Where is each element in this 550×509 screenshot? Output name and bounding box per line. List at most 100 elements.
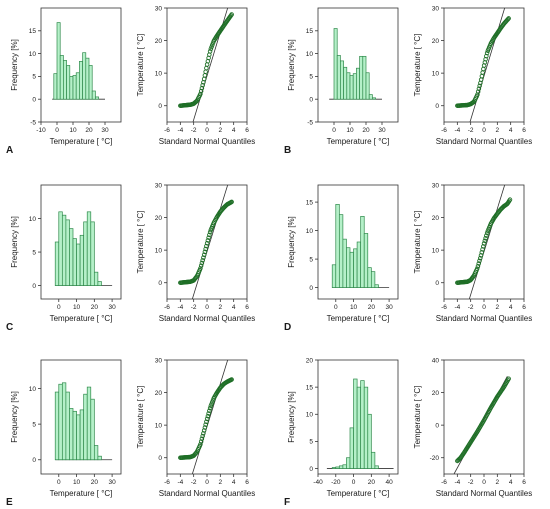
histogram-bar [343, 66, 348, 100]
qq-point [481, 241, 487, 246]
panel-f-histogram: -40 -20 0 20 40 0 5 10 15 20 Temperature [ °C] Freq… [287, 357, 399, 498]
histogram-bar [353, 248, 358, 288]
histogram-bar [93, 445, 99, 461]
panel-letter-a: A [6, 145, 13, 156]
histogram-bar [79, 234, 85, 286]
x-axis-label: Temperature [ °C] [327, 489, 390, 498]
histogram-bar [349, 75, 354, 100]
x-axis-label: Temperature [ °C] [50, 314, 113, 323]
qq-point [207, 408, 212, 414]
histogram-bar [85, 57, 90, 100]
y-tick-label: 10 [29, 386, 37, 393]
plot-frame [40, 184, 122, 300]
x-tick-label: 20 [85, 127, 93, 134]
y-tick-label: 10 [155, 70, 163, 77]
histogram-bar [95, 96, 99, 100]
y-tick-label: 30 [432, 5, 440, 12]
histogram-bar [356, 67, 360, 100]
x-tick-label: -2 [468, 479, 474, 486]
y-tick-label: 0 [309, 285, 313, 292]
histogram-bar [349, 251, 354, 288]
qq-point [475, 92, 480, 97]
qq-plot-marks [455, 185, 513, 299]
histogram-bar [93, 271, 99, 286]
x-tick-label: 6 [522, 479, 526, 486]
histogram-bar [65, 391, 70, 461]
qq-point [207, 49, 213, 54]
qq-point [203, 69, 208, 74]
x-tick-label: 30 [101, 127, 109, 134]
x-tick-label: 10 [73, 479, 81, 486]
y-tick-label: 0 [435, 280, 439, 287]
qq-point [198, 442, 203, 447]
histogram-bar [365, 72, 370, 100]
histogram-bar [97, 281, 102, 286]
y-tick-label: 10 [306, 412, 314, 419]
qq-point [201, 252, 207, 258]
histogram-bar [335, 466, 340, 469]
x-tick-label: 2 [219, 304, 223, 311]
histogram-marks [331, 204, 390, 289]
histogram-bar [65, 219, 70, 286]
qq-point [207, 232, 212, 238]
x-tick-label: 6 [245, 304, 249, 311]
y-tick-label: 15 [306, 28, 314, 35]
y-tick-label: 10 [155, 422, 163, 429]
histogram-bar [331, 467, 337, 469]
qq-point [204, 240, 210, 246]
x-axis-label: Standard Normal Quantiles [436, 314, 533, 323]
y-tick-label: -20 [430, 455, 440, 462]
y-tick-label: 10 [29, 216, 37, 223]
histogram-bar [363, 233, 369, 288]
x-tick-label: 4 [509, 127, 513, 134]
histogram-bar [72, 410, 77, 461]
x-tick-label: -10 [36, 127, 46, 134]
qq-point [200, 433, 205, 439]
histogram-bar [91, 90, 96, 100]
panel-c-histogram: 0 10 20 30 0 5 10 Temperature [ °C] Frequency [%… [10, 184, 122, 323]
y-tick-label: 10 [155, 247, 163, 254]
x-tick-label: -20 [331, 479, 341, 486]
qq-point [198, 91, 203, 97]
histogram-bar [58, 211, 63, 286]
x-axis-label: Standard Normal Quantiles [159, 137, 256, 146]
qq-reference-line [191, 360, 229, 474]
x-tick-label: 0 [482, 479, 486, 486]
histogram-bar [342, 464, 347, 469]
x-tick-label: 2 [219, 479, 223, 486]
x-tick-label: 0 [205, 304, 209, 311]
histogram-bar [340, 60, 344, 100]
y-tick-label: 20 [432, 390, 440, 397]
histogram-marks [329, 28, 382, 100]
qq-point [199, 436, 205, 442]
x-axis-label: Standard Normal Quantiles [436, 489, 533, 498]
y-tick-label: 20 [432, 215, 440, 222]
qq-point [202, 249, 208, 255]
qq-point [481, 244, 486, 249]
qq-point [209, 44, 214, 50]
panel-e-qq-plot: -6 -4 -2 0 2 4 6 0 10 20 30 Standard Normal Quantil… [136, 357, 255, 498]
histogram-bar [69, 228, 74, 286]
qq-plot-marks [178, 8, 234, 122]
x-tick-label: 10 [73, 304, 81, 311]
x-tick-label: -2 [191, 479, 197, 486]
y-tick-label: 0 [158, 280, 162, 287]
histogram-marks [54, 211, 113, 286]
qq-point [475, 263, 481, 269]
qq-point [200, 258, 205, 263]
qq-point [205, 413, 211, 419]
qq-point [201, 431, 206, 436]
histogram-marks [54, 382, 113, 461]
x-tick-label: -4 [177, 479, 183, 486]
y-tick-label: 15 [306, 384, 314, 391]
qq-point [484, 50, 490, 56]
histogram-bar [352, 73, 357, 100]
x-tick-label: -6 [441, 127, 447, 134]
histogram-bar [374, 465, 379, 469]
qq-point [204, 419, 209, 424]
x-tick-label: 10 [350, 304, 358, 311]
x-tick-label: 2 [496, 127, 500, 134]
qq-plot-marks [178, 360, 234, 474]
